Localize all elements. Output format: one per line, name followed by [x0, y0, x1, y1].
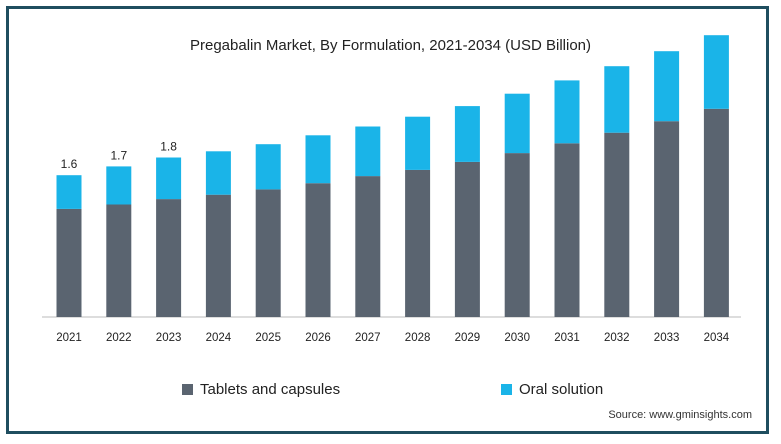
bar-segment-tablets-2025: [255, 189, 281, 317]
x-tick-label-2026: 2026: [305, 332, 331, 344]
x-tick-label-2031: 2031: [554, 332, 580, 344]
bar-segment-tablets-2024: [205, 194, 231, 317]
bar-segment-oral-solution-2027: [355, 126, 381, 177]
bar-segment-tablets-2034: [703, 108, 729, 317]
bar-segment-tablets-2028: [405, 169, 431, 317]
bar-segment-oral-solution-2022: [106, 166, 132, 205]
legend-label-tablets: Tablets and capsules: [200, 381, 341, 398]
bar-segment-oral-solution-2034: [703, 35, 729, 109]
bar-segment-tablets-2027: [355, 176, 381, 317]
bar-segment-oral-solution-2033: [654, 51, 680, 122]
x-tick-label-2034: 2034: [704, 332, 730, 344]
x-tick-label-2024: 2024: [206, 332, 232, 344]
legend-swatch-oral-solution: [501, 384, 512, 395]
bar-segment-oral-solution-2032: [604, 66, 630, 133]
legend-label-oral-solution: Oral solution: [519, 381, 604, 398]
bar-segment-tablets-2029: [454, 161, 480, 317]
data-label-2023: 1.8: [160, 140, 177, 154]
bar-segment-tablets-2022: [106, 204, 132, 317]
data-label-2021: 1.6: [61, 157, 78, 171]
x-tick-label-2021: 2021: [56, 332, 82, 344]
x-tick-label-2032: 2032: [604, 332, 630, 344]
bar-chart: 2021 2022 2023 2024 2025 2026 2027 2028 2029 2030…: [42, 35, 741, 344]
legend-swatch-tablets: [182, 384, 193, 395]
bar-segment-tablets-2033: [654, 121, 680, 317]
x-tick-label-2023: 2023: [156, 332, 182, 344]
legend-item-tablets: Tablets and capsules: [182, 381, 340, 398]
bar-segment-oral-solution-2031: [554, 80, 580, 144]
bar-segment-tablets-2023: [156, 199, 182, 317]
legend-item-oral-solution: Oral solution: [501, 381, 603, 398]
chart-title: Pregabalin Market, By Formulation, 2021-…: [189, 37, 591, 54]
chart-frame: Pregabalin Market, By Formulation, 2021-…: [6, 6, 769, 434]
bar-segment-oral-solution-2028: [405, 116, 431, 170]
bar-segment-oral-solution-2030: [504, 93, 530, 154]
bar-segment-tablets-2021: [56, 208, 82, 317]
x-tick-label-2029: 2029: [455, 332, 481, 344]
bar-segment-tablets-2032: [604, 132, 630, 317]
bar-segment-tablets-2031: [554, 143, 580, 317]
x-tick-label-2028: 2028: [405, 332, 431, 344]
bar-segment-oral-solution-2023: [156, 157, 182, 200]
x-tick-label-2030: 2030: [504, 332, 530, 344]
x-tick-label-2022: 2022: [106, 332, 132, 344]
x-tick-label-2027: 2027: [355, 332, 381, 344]
bar-segment-tablets-2026: [305, 183, 331, 317]
bar-segment-oral-solution-2025: [255, 144, 281, 190]
bar-segment-oral-solution-2024: [205, 151, 231, 195]
x-tick-label-2025: 2025: [255, 332, 281, 344]
x-tick-label-2033: 2033: [654, 332, 680, 344]
bar-segment-tablets-2030: [504, 153, 530, 317]
bar-segment-oral-solution-2026: [305, 135, 331, 184]
bar-segment-oral-solution-2021: [56, 175, 82, 209]
data-label-2022: 1.7: [110, 148, 127, 162]
source-note: Source: www.gminsights.com: [608, 409, 752, 421]
bar-segment-oral-solution-2029: [454, 106, 480, 162]
